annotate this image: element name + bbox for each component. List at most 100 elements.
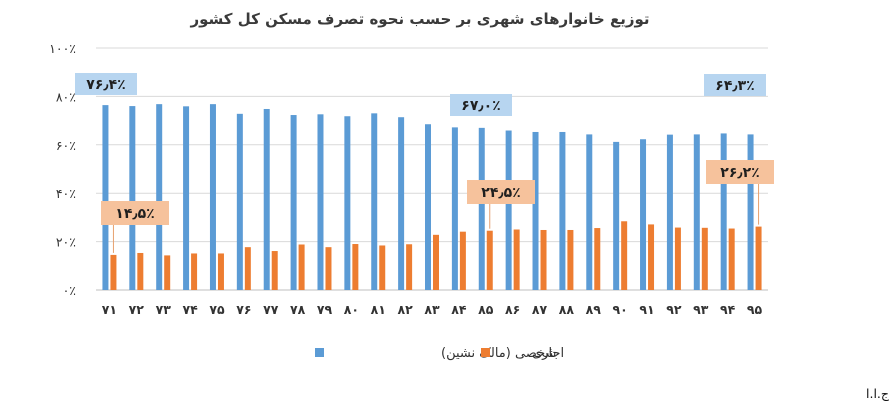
bar-rent [701, 227, 708, 290]
bar-owner [747, 134, 754, 290]
bar-owner [505, 130, 512, 290]
x-tick-label: ۸۷ [532, 302, 548, 317]
bar-rent [352, 244, 359, 290]
bar-rent [755, 226, 762, 290]
bar-rent [621, 221, 628, 290]
y-tick-label: ۱۰۰٪ [49, 41, 76, 56]
x-axis-tick-labels: ۷۱ ۷۲ ۷۳ ۷۴ ۷۵ ۷۶ ۷۷ ۷۸ ۷۹ ۸۰ ۸۱ ۸۲ ۸۳ ۸۴ ۸۵ ۸۶ ۸۷ ۸۸ ۸۹ ۹۰… [102, 302, 763, 317]
bar-rent [298, 244, 305, 290]
callout-box-rent [101, 201, 169, 225]
legend-swatch-rent [481, 348, 490, 357]
callout-box-rent [706, 160, 774, 184]
y-tick-label: ۸۰٪ [56, 89, 76, 104]
bar-rent [325, 247, 332, 290]
data-label-rent: ۱۴٫۵٪ [115, 206, 154, 222]
callout-box-owner [704, 74, 766, 96]
bar-owner [290, 115, 297, 290]
bar-owner [236, 113, 243, 290]
bar-owner [156, 104, 163, 290]
x-tick-label: ۷۲ [129, 302, 145, 317]
bar-owner [720, 133, 727, 290]
x-tick-label: ۷۸ [290, 302, 306, 317]
bar-rent [674, 227, 681, 290]
x-tick-label: ۸۹ [586, 302, 602, 317]
x-tick-label: ۸۶ [505, 302, 520, 317]
bar-rent [459, 231, 466, 290]
data-label-rent: ۲۶٫۲٪ [720, 165, 759, 181]
bar-rent [567, 229, 574, 290]
x-tick-label: ۷۷ [263, 302, 279, 317]
bar-owner [209, 104, 216, 290]
chart-title: توزیع خانوارهای شهری بر حسب نحوه تصرف مس… [189, 10, 649, 28]
bar-rent [594, 228, 601, 290]
legend-label-rent: اجاری [532, 346, 564, 361]
bar-owner [398, 117, 405, 290]
bar-owner [559, 131, 566, 290]
data-label-owner: ۶۴٫۳٪ [715, 78, 754, 94]
legend-swatch-owner [315, 348, 324, 357]
bar-rent [540, 229, 547, 290]
source-note: ماخذ: بانک مرکزی ج.ا.ا [866, 386, 889, 402]
data-label-owner: ۶۷٫۰٪ [461, 98, 500, 114]
bar-owner [102, 105, 109, 290]
bar-owner [129, 106, 136, 290]
x-tick-label: ۹۱ [639, 302, 654, 317]
bar-rent [191, 253, 198, 290]
bar-owner [451, 127, 458, 290]
bar-rent [486, 230, 493, 290]
x-tick-label: ۷۵ [209, 302, 225, 317]
y-tick-label: ۰٪ [63, 283, 76, 298]
bar-owner [586, 134, 593, 290]
data-label-owner: ۷۶٫۴٪ [86, 77, 125, 93]
callout-box-owner [75, 73, 137, 95]
x-tick-label: ۸۰ [344, 302, 359, 317]
bar-rent [271, 251, 278, 290]
bar-rent [648, 224, 655, 290]
x-tick-label: ۷۳ [156, 302, 172, 317]
bar-owner [613, 141, 620, 290]
bar-rent [244, 247, 251, 290]
y-tick-label: ۶۰٪ [56, 138, 76, 153]
x-tick-label: ۸۵ [478, 302, 494, 317]
bar-owner [666, 134, 673, 290]
x-tick-label: ۹۰ [613, 302, 628, 317]
x-tick-label: ۸۱ [371, 302, 386, 317]
bar-owner [425, 124, 431, 290]
bar-owner [371, 113, 378, 290]
bar-owner [693, 134, 700, 290]
bar-rent [164, 255, 171, 290]
callout-box-owner [450, 94, 512, 116]
x-tick-label: ۷۶ [236, 302, 251, 317]
legend: شخصی (مالک نشین) اجاری [315, 346, 564, 361]
bar-rent [379, 245, 386, 290]
bar-owner [640, 139, 647, 290]
x-tick-label: ۸۲ [397, 302, 413, 317]
callout-box-rent [467, 180, 535, 204]
bar-owner [263, 108, 270, 290]
grid-lines [96, 47, 768, 291]
bars [102, 104, 762, 291]
data-label-rent: ۲۴٫۵٪ [481, 185, 520, 201]
x-tick-label: ۹۳ [693, 302, 709, 317]
x-tick-label: ۷۴ [182, 302, 198, 317]
x-tick-label: ۹۵ [747, 302, 763, 317]
bar-rent [137, 252, 144, 290]
bar-owner [344, 116, 351, 290]
y-tick-label: ۴۰٪ [56, 186, 76, 201]
x-tick-label: ۷۱ [102, 302, 117, 317]
bar-rent [728, 228, 735, 290]
bar-rent [217, 253, 224, 290]
bar-owner [532, 131, 539, 290]
bar-rent [406, 244, 413, 290]
x-tick-label: ۷۹ [317, 302, 333, 317]
y-tick-label: ۲۰٪ [56, 235, 76, 250]
x-tick-label: ۸۸ [559, 302, 575, 317]
bar-rent [110, 254, 117, 290]
legend-label-owner: شخصی (مالک نشین) [441, 346, 556, 361]
bar-owner [183, 106, 190, 291]
x-tick-label: ۸۴ [451, 302, 467, 317]
bar-rent [433, 234, 439, 290]
x-tick-label: ۹۴ [720, 302, 736, 317]
y-axis-tick-labels: ۰٪ ۲۰٪ ۴۰٪ ۶۰٪ ۸۰٪ ۱۰۰٪ [49, 41, 76, 298]
